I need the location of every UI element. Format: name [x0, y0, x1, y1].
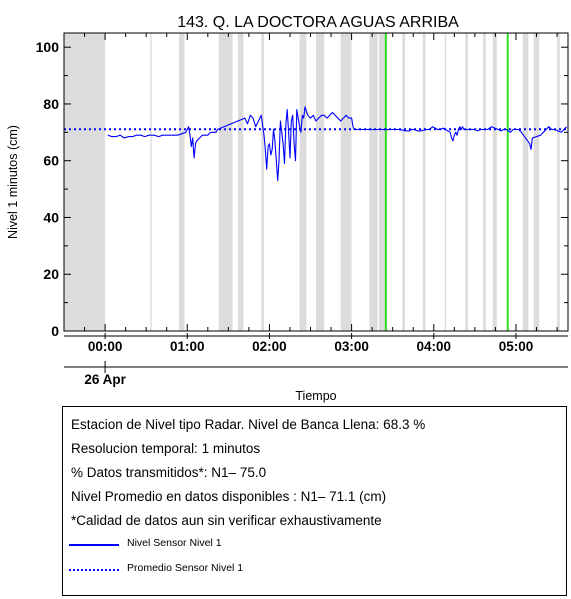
y-axis-label: Nivel 1 minutos (cm) [6, 125, 20, 239]
info-resolution: Resolucion temporal: 1 minutos [71, 441, 261, 456]
data-gap-band [218, 33, 233, 331]
data-gap-band [379, 33, 388, 331]
legend-solid-line-swatch [69, 544, 119, 546]
data-gap-band [316, 33, 325, 331]
x-tick-label: 04:00 [417, 339, 452, 354]
data-gap-band [533, 33, 540, 331]
data-gap-band [402, 33, 406, 331]
data-gap-bands [64, 33, 560, 331]
data-gap-band [369, 33, 378, 331]
legend-label-promedio: Promedio Sensor Nivel 1 [127, 562, 244, 574]
y-tick-label: 40 [43, 209, 59, 225]
data-gap-band [422, 33, 426, 331]
x-tick-label: 05:00 [499, 339, 534, 354]
data-gap-band [492, 33, 497, 331]
y-tick-label: 80 [43, 96, 59, 112]
data-gap-band [522, 33, 529, 331]
data-gap-band [340, 33, 352, 331]
series-line-nivel-sensor [107, 106, 567, 182]
data-gap-band [444, 33, 447, 331]
y-tick-label: 100 [36, 39, 60, 55]
legend-dotted-line-swatch [69, 569, 119, 571]
x-tick-label: 01:00 [170, 339, 205, 354]
data-gap-band [483, 33, 486, 331]
info-transmitted: % Datos transmitidos*: N1– 75.0 [71, 465, 267, 480]
x-tick-label: 00:00 [88, 339, 123, 354]
x-tick-label: 03:00 [334, 339, 369, 354]
y-tick-label: 60 [43, 153, 59, 169]
data-gap-band [150, 33, 152, 331]
chart-title: 143. Q. LA DOCTORA AGUAS ARRIBA [177, 14, 459, 31]
data-gap-band [261, 33, 264, 331]
chart: 0 20 40 60 80 100 00:00 01:00 02:00 03:00 04:00 05… [6, 14, 569, 403]
info-panel: Estacion de Nivel tipo Radar. Nivel de B… [62, 406, 567, 596]
data-gap-band [557, 33, 560, 331]
info-station-type: Estacion de Nivel tipo Radar. Nivel de B… [71, 417, 426, 432]
event-markers [384, 33, 509, 331]
info-quality-note: *Calidad de datos aun sin verificar exha… [71, 513, 382, 528]
x-axis-label: Tiempo [295, 389, 336, 403]
data-gap-band [465, 33, 469, 331]
plot-frame [63, 32, 569, 332]
data-gap-band [299, 33, 307, 331]
y-tick-label: 20 [43, 266, 59, 282]
data-gap-band [64, 33, 106, 331]
info-mean-level: Nivel Promedio en datos disponibles : N1… [71, 489, 387, 504]
x-axis: 00:00 01:00 02:00 03:00 04:00 05:00 [64, 33, 568, 373]
data-gap-band [179, 33, 185, 331]
data-gap-band [237, 33, 244, 331]
x-tick-label: 02:00 [252, 339, 287, 354]
y-tick-label: 0 [51, 323, 59, 339]
date-label: 26 Apr [84, 372, 126, 387]
legend-label-nivel: Nivel Sensor Nivel 1 [127, 537, 222, 549]
y-axis: 0 20 40 60 80 100 [36, 39, 568, 339]
